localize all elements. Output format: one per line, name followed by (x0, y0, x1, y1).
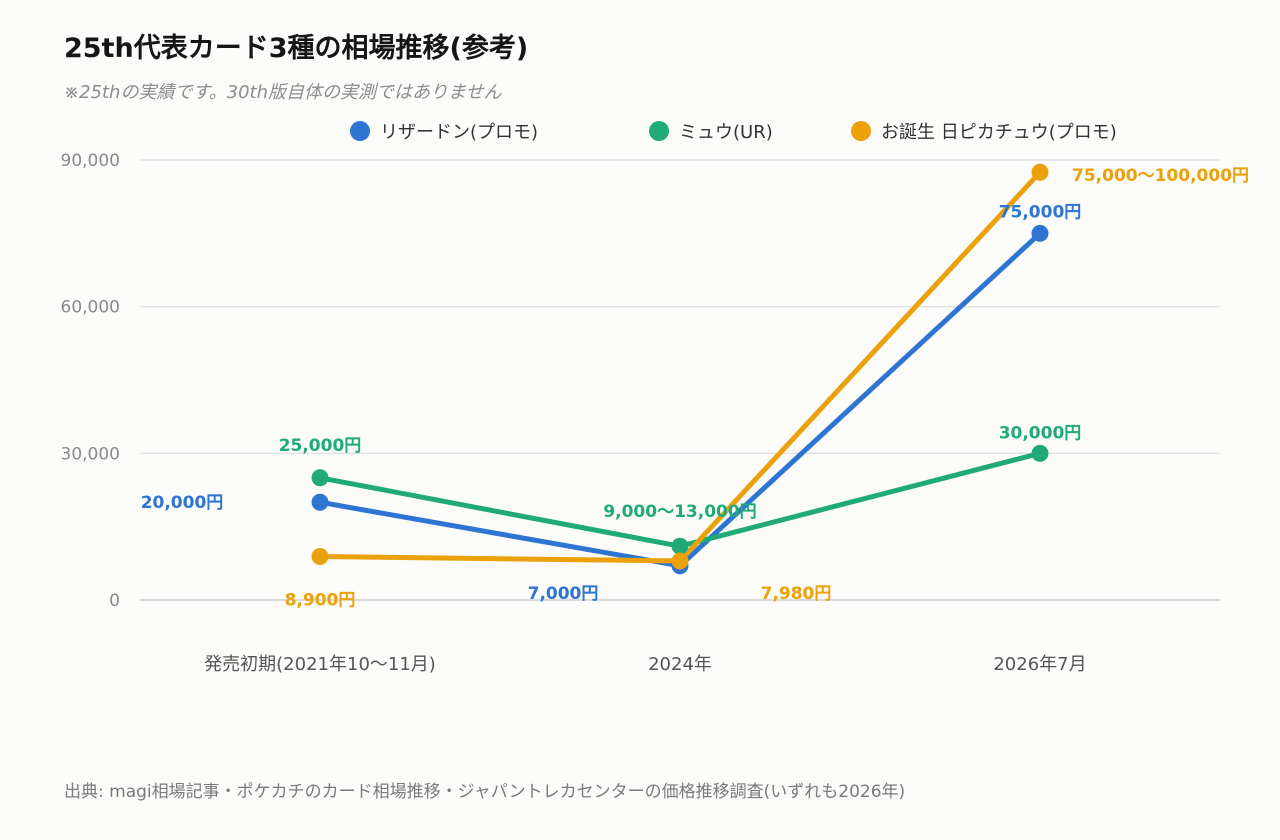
data-point (1031, 444, 1049, 462)
legend-label: リザードン(プロモ) (380, 122, 538, 143)
chart-subtitle: ※25thの実績です。30th版自体の実測ではありません (64, 82, 502, 103)
data-point (311, 469, 329, 487)
legend-label: ミュウ(UR) (679, 122, 773, 143)
source-note: 出典: magi相場記事・ポケカチのカード相場推移・ジャパントレカセンターの価格… (64, 782, 906, 802)
chart-title: 25th代表カード3種の相場推移(参考) (64, 33, 529, 64)
legend-marker (350, 121, 370, 141)
data-label: 8,900円 (285, 590, 356, 610)
legend-marker (851, 121, 871, 141)
x-tick-label: 2026年7月 (993, 654, 1086, 675)
x-tick-label: 2024年 (648, 654, 712, 675)
legend-label: お誕生 日ピカチュウ(プロモ) (881, 122, 1117, 143)
x-tick-label: 発売初期(2021年10〜11月) (204, 654, 436, 675)
data-label: 30,000円 (999, 423, 1082, 443)
legend-marker (649, 121, 669, 141)
line-chart: 0 30,000 60,000 90,000 発売初期(2021年10〜11月) 2024… (61, 121, 1249, 675)
y-tick-label: 90,000 (61, 151, 120, 171)
y-tick-label: 0 (109, 591, 120, 611)
y-tick-label: 30,000 (61, 444, 120, 464)
data-point (1031, 163, 1049, 181)
data-label: 7,000円 (528, 584, 599, 604)
y-tick-label: 60,000 (61, 298, 120, 318)
data-label: 75,000〜100,000円 (1072, 166, 1249, 186)
data-point (671, 537, 689, 555)
data-label: 20,000円 (141, 493, 224, 513)
series-line (317, 450, 1043, 549)
data-label: 75,000円 (999, 202, 1082, 222)
data-point (1031, 224, 1049, 242)
data-point (311, 493, 329, 511)
data-label: 9,000〜13,000円 (603, 502, 756, 522)
data-label: 25,000円 (279, 436, 362, 456)
data-label: 7,980円 (761, 584, 832, 604)
data-point (311, 547, 329, 565)
data-point (671, 552, 689, 570)
